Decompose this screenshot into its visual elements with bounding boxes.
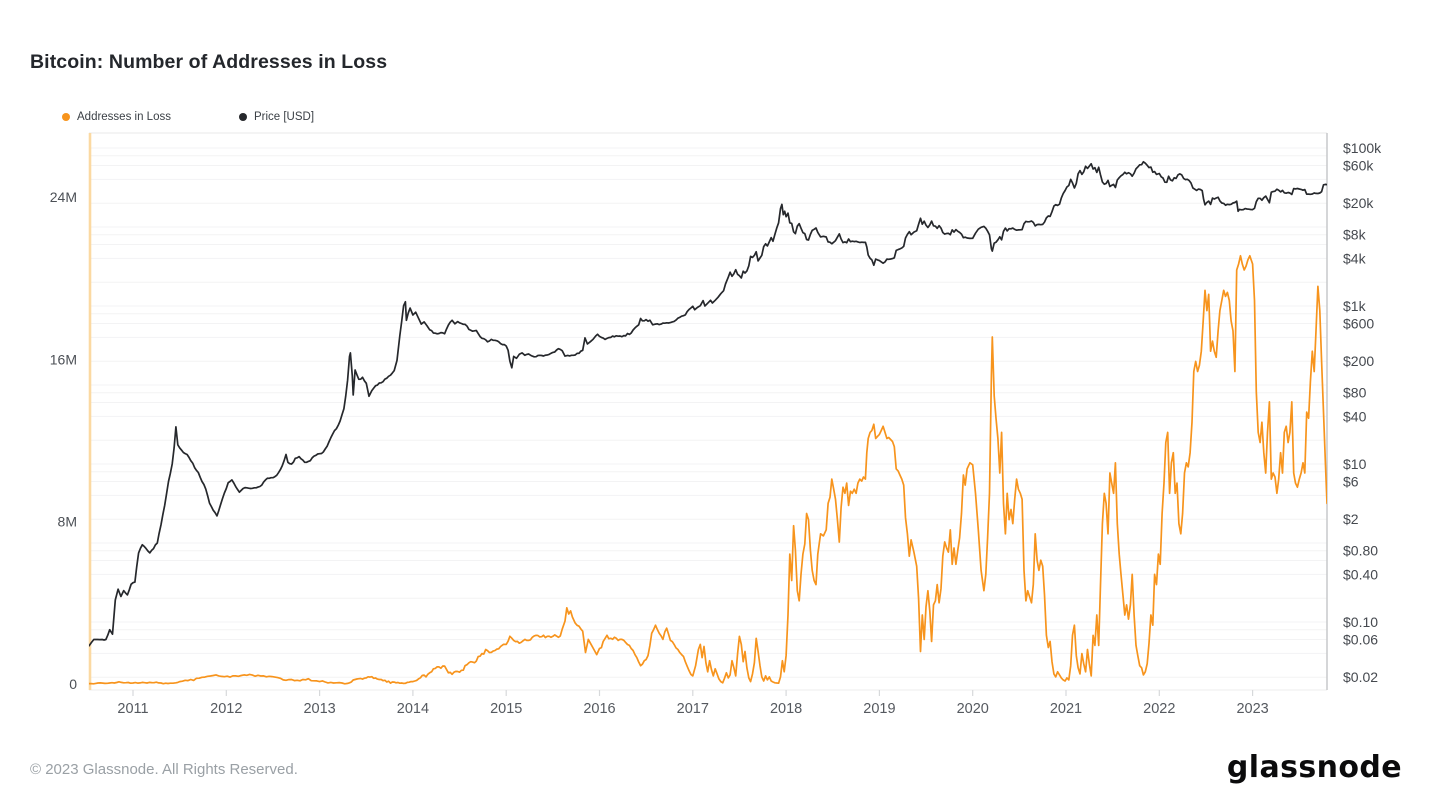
x-tick-label: 2023 xyxy=(1236,701,1268,717)
y-right-tick-label: $0.80 xyxy=(1343,543,1378,559)
legend-label-addresses-in-loss: Addresses in Loss xyxy=(77,111,171,123)
x-tick-label: 2015 xyxy=(490,701,522,717)
y-right-tick-label: $60k xyxy=(1343,158,1374,174)
y-left-tick-label: 16M xyxy=(50,351,77,367)
y-right-tick-label: $200 xyxy=(1343,353,1374,369)
legend-label-price-usd: Price [USD] xyxy=(253,111,315,123)
x-axis: 2011 2012 2013 2014 2015 2016 2017 2018 2019 2020… xyxy=(117,690,1269,717)
y-right-tick-label: $80 xyxy=(1343,385,1367,401)
x-tick-label: 2013 xyxy=(303,701,335,717)
x-tick-label: 2012 xyxy=(210,701,242,717)
glassnode-logo: glassnode xyxy=(1226,750,1402,785)
x-tick-label: 2017 xyxy=(677,701,709,717)
x-tick-label: 2020 xyxy=(957,701,989,717)
y-left-tick-label: 0 xyxy=(69,676,77,692)
x-tick-label: 2016 xyxy=(583,701,615,717)
y-right-axis: $100k $60k $20k $8k $4k $1k $600 $200 $80 $40 $10 $… xyxy=(1343,140,1382,685)
price-usd-line[interactable] xyxy=(89,160,1327,647)
x-tick-label: 2021 xyxy=(1050,701,1082,717)
y-right-tick-label: $20k xyxy=(1343,195,1374,211)
x-tick-label: 2018 xyxy=(770,701,802,717)
y-left-tick-label: 24M xyxy=(50,189,77,205)
x-tick-label: 2011 xyxy=(117,701,148,717)
y-right-tick-label: $6 xyxy=(1343,474,1359,490)
y-left-tick-label: 8M xyxy=(58,514,77,530)
legend-dot-black-icon xyxy=(238,113,247,121)
series-group xyxy=(89,160,1327,685)
copyright-text: © 2023 Glassnode. All Rights Reserved. xyxy=(30,761,298,778)
y-right-tick-label: $40 xyxy=(1343,408,1367,424)
page-title: Bitcoin: Number of Addresses in Loss xyxy=(30,51,388,74)
legend-item-price-usd[interactable]: Price [USD] xyxy=(238,111,315,123)
y-right-tick-label: $0.10 xyxy=(1343,614,1378,630)
x-tick-label: 2019 xyxy=(863,701,895,717)
y-right-tick-label: $4k xyxy=(1343,250,1367,266)
y-right-tick-label: $0.40 xyxy=(1343,566,1378,582)
y-right-tick-label: $10 xyxy=(1343,456,1367,472)
y-right-tick-label: $0.02 xyxy=(1343,669,1378,685)
y-right-tick-label: $600 xyxy=(1343,316,1374,332)
y-left-axis: 0 8M 16M 24M xyxy=(50,189,77,692)
gridlines xyxy=(89,147,1327,678)
legend-dot-orange-icon xyxy=(62,113,70,121)
chart-canvas[interactable]: 2011 2012 2013 2014 2015 2016 2017 2018 2019 2020… xyxy=(0,0,1430,745)
x-tick-label: 2014 xyxy=(397,701,429,717)
y-right-tick-label: $1k xyxy=(1343,298,1367,314)
y-right-tick-label: $2 xyxy=(1343,511,1359,527)
y-right-tick-label: $100k xyxy=(1343,140,1382,156)
addresses-in-loss-line[interactable] xyxy=(89,254,1327,685)
legend-item-addresses-in-loss[interactable]: Addresses in Loss xyxy=(62,111,171,123)
y-right-tick-label: $8k xyxy=(1343,227,1367,243)
y-right-tick-label: $0.06 xyxy=(1343,632,1378,648)
x-tick-label: 2022 xyxy=(1143,701,1175,717)
chart-legend: Addresses in Loss Price [USD] xyxy=(62,111,382,123)
